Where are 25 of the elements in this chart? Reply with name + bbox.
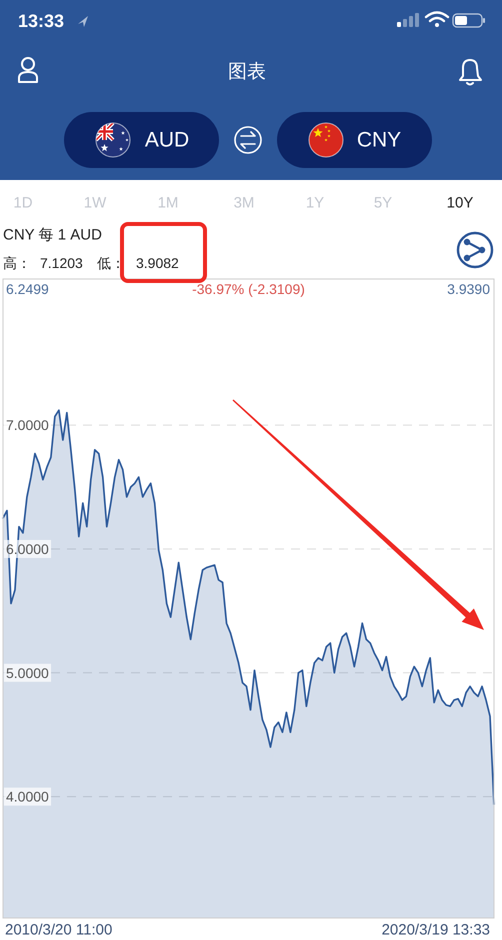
text: 3M [234, 194, 254, 212]
text: 图表 [228, 62, 266, 82]
text: 2020/3/19 13:33 [382, 922, 490, 938]
y-tick-label: 6.0000 [6, 540, 50, 557]
text: 5Y [374, 194, 392, 212]
text: CNY [356, 128, 402, 152]
y-tick-label: 7.0000 [6, 417, 50, 434]
text: 1Y [306, 194, 324, 212]
text: 1W [84, 194, 108, 212]
y-tick-label: 5.0000 [6, 664, 50, 681]
annotation: -36.97% (-2.3109) [192, 281, 305, 297]
text: 2010/3/20 11:00 [5, 922, 112, 938]
text: 1D [13, 194, 33, 212]
text: 1M [158, 194, 178, 212]
text: 13:33 [18, 11, 64, 31]
text: 10Y [446, 194, 474, 212]
annotation: 3.9390 [447, 281, 490, 297]
text: 3.9082 [136, 255, 180, 271]
y-tick-label: 4.0000 [6, 788, 50, 805]
text: 高： [3, 255, 31, 271]
text: AUD [144, 128, 190, 152]
text: 低： [97, 255, 125, 271]
chart-title: CNY 每 1 AUD [3, 226, 102, 244]
text: 7.1203 [40, 255, 84, 271]
annotation: 6.2499 [6, 281, 50, 297]
